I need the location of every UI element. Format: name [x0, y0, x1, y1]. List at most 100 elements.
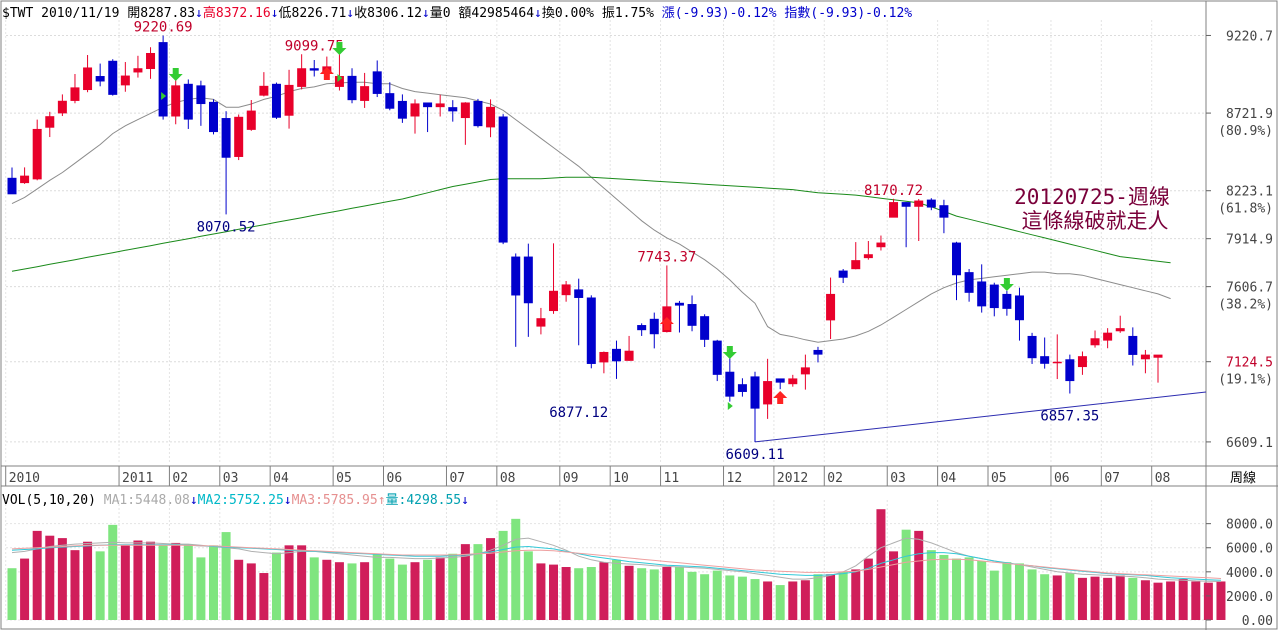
candle-body: [435, 103, 445, 108]
volume-bar: [70, 550, 80, 620]
arrow-down-icon: ↓: [346, 6, 355, 21]
candle-body: [372, 71, 382, 94]
candle-body: [876, 242, 886, 248]
time-tick-label: 10: [613, 471, 629, 486]
period-label: 周線: [1230, 470, 1256, 486]
green-down-arrow-icon: [999, 278, 1014, 291]
candle-body: [964, 272, 974, 293]
volume-bar: [271, 552, 281, 620]
volume-bar: [372, 553, 382, 620]
red-up-arrow-icon: [659, 317, 674, 330]
low-price: 低8226.71: [278, 6, 347, 21]
ma-green-line: [11, 176, 1171, 272]
candle-body: [1002, 293, 1012, 309]
price-tick-label: 8223.1: [1226, 185, 1273, 200]
candle-body: [763, 381, 773, 405]
volume-bar: [599, 562, 609, 620]
volume-bar: [763, 581, 773, 620]
volume-bar: [939, 554, 949, 620]
candle-body: [334, 76, 344, 87]
time-tick-label: 04: [273, 471, 289, 486]
volume-bar: [133, 540, 143, 620]
green-down-arrow-icon: [168, 68, 183, 81]
volume-bar: [208, 545, 218, 620]
candle-body: [674, 302, 684, 306]
candle-body: [977, 281, 987, 307]
amount-value: 額42985464: [458, 6, 535, 21]
turnover-value: 換0.00%: [541, 6, 594, 21]
time-tick-label: 05: [991, 471, 1007, 486]
index-change-value: 指數(-9.93)-0.12%: [784, 6, 913, 21]
candle-body: [271, 83, 281, 118]
volume-bar: [1128, 577, 1138, 620]
candle-body: [158, 42, 168, 117]
volume-bar: [1115, 575, 1125, 620]
price-extreme-label: 9099.75: [285, 38, 344, 54]
candle-body: [813, 349, 823, 355]
time-tick-label: 11: [664, 471, 680, 486]
candle-body: [775, 378, 785, 383]
candle-body: [549, 290, 559, 312]
candle-body: [536, 318, 546, 327]
volume-bar: [637, 568, 647, 620]
amplitude-value: 振1.75%: [601, 6, 654, 21]
candle-body: [460, 102, 470, 119]
candle-body: [1140, 354, 1150, 360]
volume-bar: [989, 570, 999, 620]
volume-bar: [448, 553, 458, 620]
volume-bar: [284, 545, 294, 620]
volume-tick-label: 8000.0: [1226, 518, 1273, 533]
red-up-arrow-icon: [319, 67, 334, 80]
change-value: 漲(-9.93)-0.12%: [661, 6, 777, 21]
candle-body: [1052, 361, 1062, 364]
annotation-line-1: 20120725-週線: [1014, 185, 1170, 209]
candle-body: [1040, 356, 1050, 364]
green-down-arrow-icon: [332, 42, 347, 55]
candle-body: [624, 350, 634, 361]
fib-ratio-label: (61.8%): [1218, 202, 1273, 217]
volume-bar: [712, 570, 722, 620]
volume-bar: [297, 545, 307, 620]
volume-bar: [1014, 563, 1024, 620]
volume-bar: [561, 567, 571, 620]
green-marker-icon: [727, 402, 733, 410]
candle-body: [108, 60, 118, 95]
price-tick-label: 7124.5: [1226, 356, 1273, 371]
time-tick-label: 07: [449, 471, 465, 486]
volume-tick-label: 2000.0: [1226, 590, 1273, 605]
candle-body: [171, 85, 181, 117]
volume-bar: [1191, 581, 1201, 620]
volume-header: VOL(5,10,20) MA1:5448.08↓MA2:5752.25↓MA3…: [2, 489, 469, 508]
volume-bar: [146, 541, 156, 620]
volume-bar: [838, 571, 848, 620]
candle-body: [1128, 335, 1138, 355]
candle-body: [687, 304, 697, 326]
volume-bar: [586, 567, 596, 620]
volume-bar: [901, 529, 911, 620]
candle-body: [649, 318, 659, 335]
price-tick-label: 9220.7: [1226, 29, 1273, 44]
volume-bar: [1140, 580, 1150, 620]
time-tick-label: 09: [563, 471, 579, 486]
candle-body: [611, 348, 621, 362]
volume-bar: [95, 551, 105, 620]
candle-body: [561, 284, 571, 296]
candle-body: [989, 284, 999, 309]
volume-bar: [611, 559, 621, 620]
candle-body: [120, 75, 130, 86]
volume-bar: [700, 574, 710, 620]
candle-body: [889, 202, 899, 218]
candle-body: [133, 68, 143, 73]
candle-body: [851, 260, 861, 270]
volume-bar: [1077, 577, 1087, 620]
vol-ma1: MA1:5448.08: [103, 493, 190, 508]
green-marker-icon: [337, 74, 343, 82]
candle-body: [498, 116, 508, 243]
candle-body: [914, 200, 924, 207]
arrow-down-icon: ↓: [283, 493, 292, 508]
candle-body: [1077, 356, 1087, 368]
price-extreme-label: 9220.69: [134, 19, 193, 35]
candle-body: [926, 199, 936, 208]
vol-ma2: MA2:5752.25: [197, 493, 284, 508]
